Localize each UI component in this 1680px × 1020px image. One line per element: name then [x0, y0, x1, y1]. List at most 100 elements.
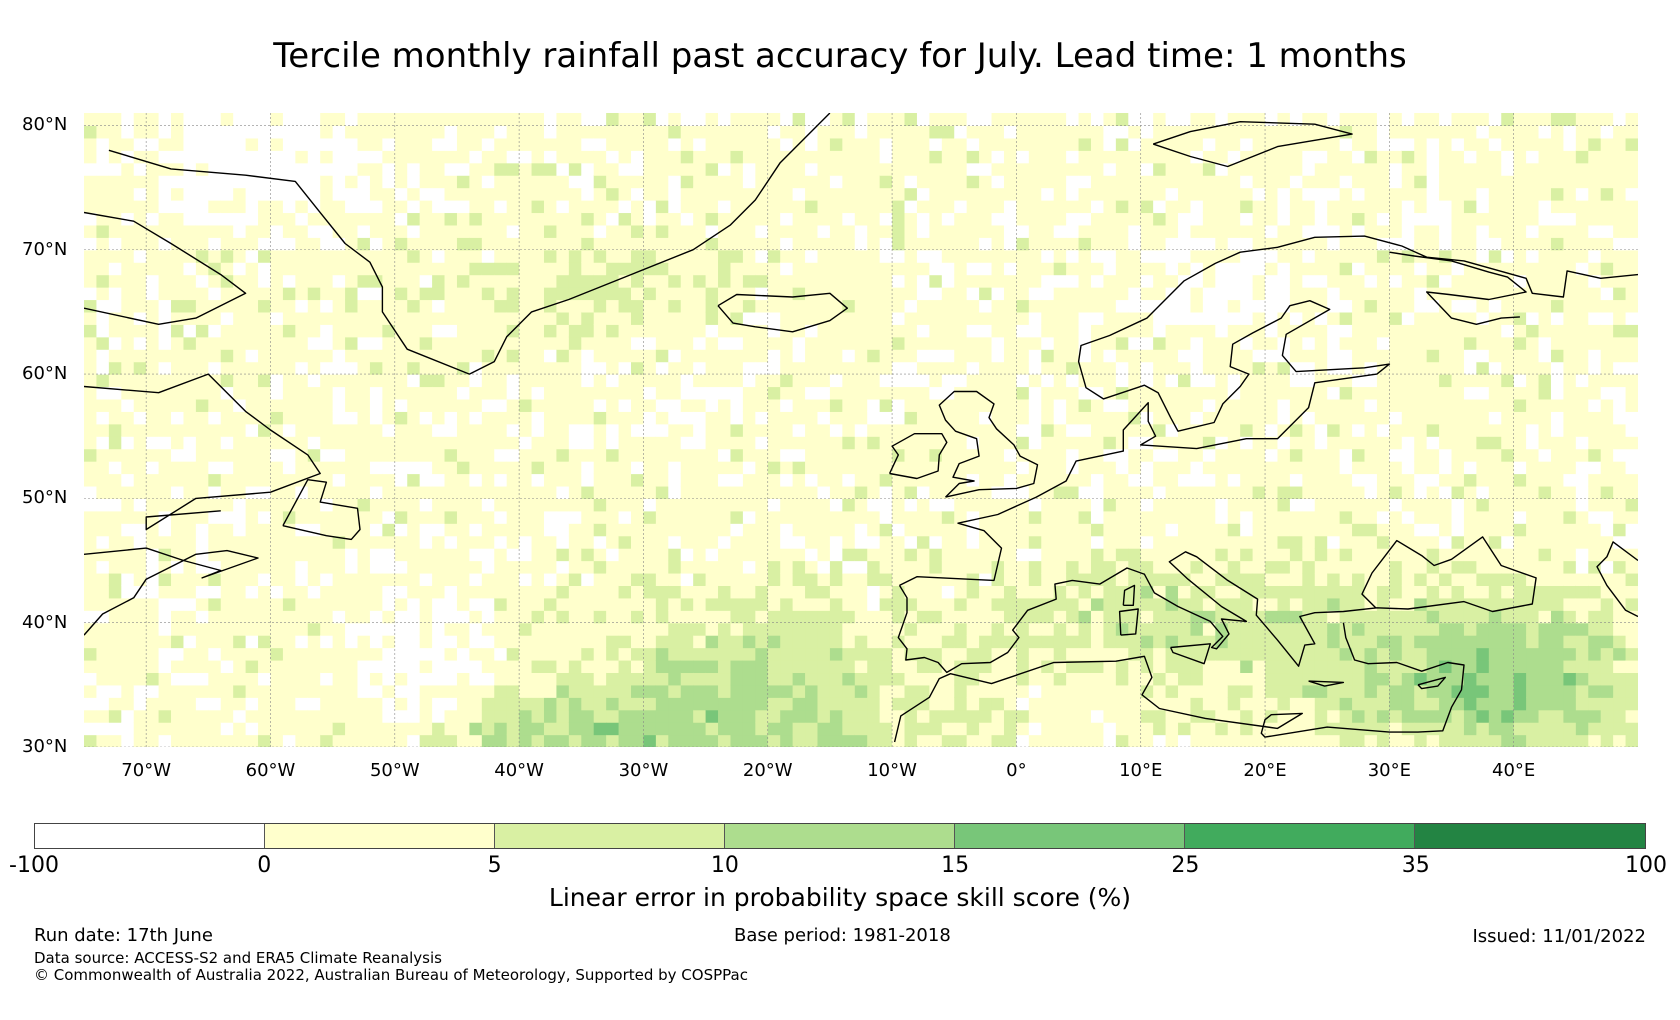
map-cell [742, 635, 756, 649]
map-cell [345, 336, 359, 350]
map-cell [829, 709, 843, 723]
map-cell [1240, 597, 1254, 611]
map-cell [780, 473, 794, 487]
map-cell [1153, 473, 1167, 487]
map-cell [84, 200, 98, 214]
map-cell [245, 137, 259, 151]
map-cell [1190, 374, 1204, 388]
map-cell [295, 672, 309, 686]
map-cell [543, 672, 558, 686]
map-cell [1227, 498, 1241, 512]
map-cell [1165, 560, 1179, 574]
map-cell [1090, 287, 1105, 301]
map-cell [568, 734, 582, 747]
map-cell [742, 162, 756, 176]
map-cell [1289, 274, 1303, 288]
map-cell [705, 523, 719, 537]
map-cell [941, 398, 955, 412]
map-cell [979, 560, 993, 574]
map-cell [631, 635, 645, 649]
map-cell [655, 734, 669, 747]
map-cell [444, 386, 458, 400]
map-cell [419, 224, 433, 238]
map-cell [382, 386, 396, 400]
map-cell [1265, 560, 1279, 574]
map-cell [593, 361, 607, 375]
map-cell [233, 548, 247, 562]
map-cell [1252, 262, 1266, 276]
map-cell [668, 548, 682, 562]
map-cell [332, 436, 346, 450]
map-cell [556, 274, 570, 288]
map-cell [742, 324, 756, 338]
map-cell [742, 523, 756, 537]
map-cell [1003, 411, 1017, 425]
map-cell [1003, 523, 1017, 537]
map-cell [432, 113, 446, 127]
map-cell [655, 572, 669, 586]
map-cell [755, 485, 769, 499]
map-cell [146, 672, 160, 686]
map-cell [767, 597, 781, 611]
map-cell [780, 299, 794, 313]
map-cell [531, 560, 545, 574]
map-cell [208, 386, 222, 400]
map-cell [879, 722, 893, 736]
map-cell [543, 523, 558, 537]
map-cell [718, 324, 732, 338]
map-cell [369, 175, 383, 189]
map-cell [1190, 448, 1204, 462]
map-cell [258, 622, 272, 636]
map-cell [1053, 585, 1067, 599]
map-cell [991, 722, 1005, 736]
map-cell [270, 436, 284, 450]
map-cell [382, 125, 396, 139]
map-cell [593, 548, 607, 562]
map-cell [1202, 523, 1216, 537]
map-cell [295, 361, 309, 375]
map-cell [730, 610, 744, 624]
map-cell [295, 287, 309, 301]
map-cell [295, 411, 309, 425]
map-cell [369, 610, 383, 624]
map-cell [407, 175, 421, 189]
map-cell [1078, 610, 1092, 624]
map-cell [991, 572, 1005, 586]
map-cell [84, 411, 98, 425]
map-cell [320, 311, 334, 325]
map-cell [444, 287, 458, 301]
map-cell [780, 585, 794, 599]
map-cell [581, 262, 595, 276]
map-cell [631, 647, 645, 661]
map-cell [108, 361, 122, 375]
map-cell [817, 647, 831, 661]
map-cell [842, 461, 856, 475]
map-cell [1153, 349, 1167, 363]
map-cell [730, 411, 744, 425]
map-cell [295, 224, 309, 238]
map-cell [1103, 237, 1117, 251]
map-cell [382, 510, 396, 524]
map-cell [643, 386, 657, 400]
map-cell [991, 150, 1005, 164]
map-cell [643, 535, 657, 549]
map-cell [829, 572, 843, 586]
map-cell [1053, 125, 1067, 139]
map-cell [307, 697, 321, 711]
map-cell [270, 137, 284, 151]
map-cell [394, 125, 408, 139]
map-cell [643, 311, 657, 325]
map-cell [742, 274, 756, 288]
map-cell [792, 324, 806, 338]
map-cell [481, 324, 495, 338]
map-cell [730, 560, 744, 574]
map-cell [556, 200, 570, 214]
map-cell [133, 349, 147, 363]
map-cell [941, 361, 955, 375]
map-cell [506, 349, 520, 363]
map-cell [432, 635, 446, 649]
map-cell [916, 684, 930, 698]
map-cell [282, 423, 296, 437]
map-cell [581, 622, 595, 636]
map-cell [133, 374, 147, 388]
